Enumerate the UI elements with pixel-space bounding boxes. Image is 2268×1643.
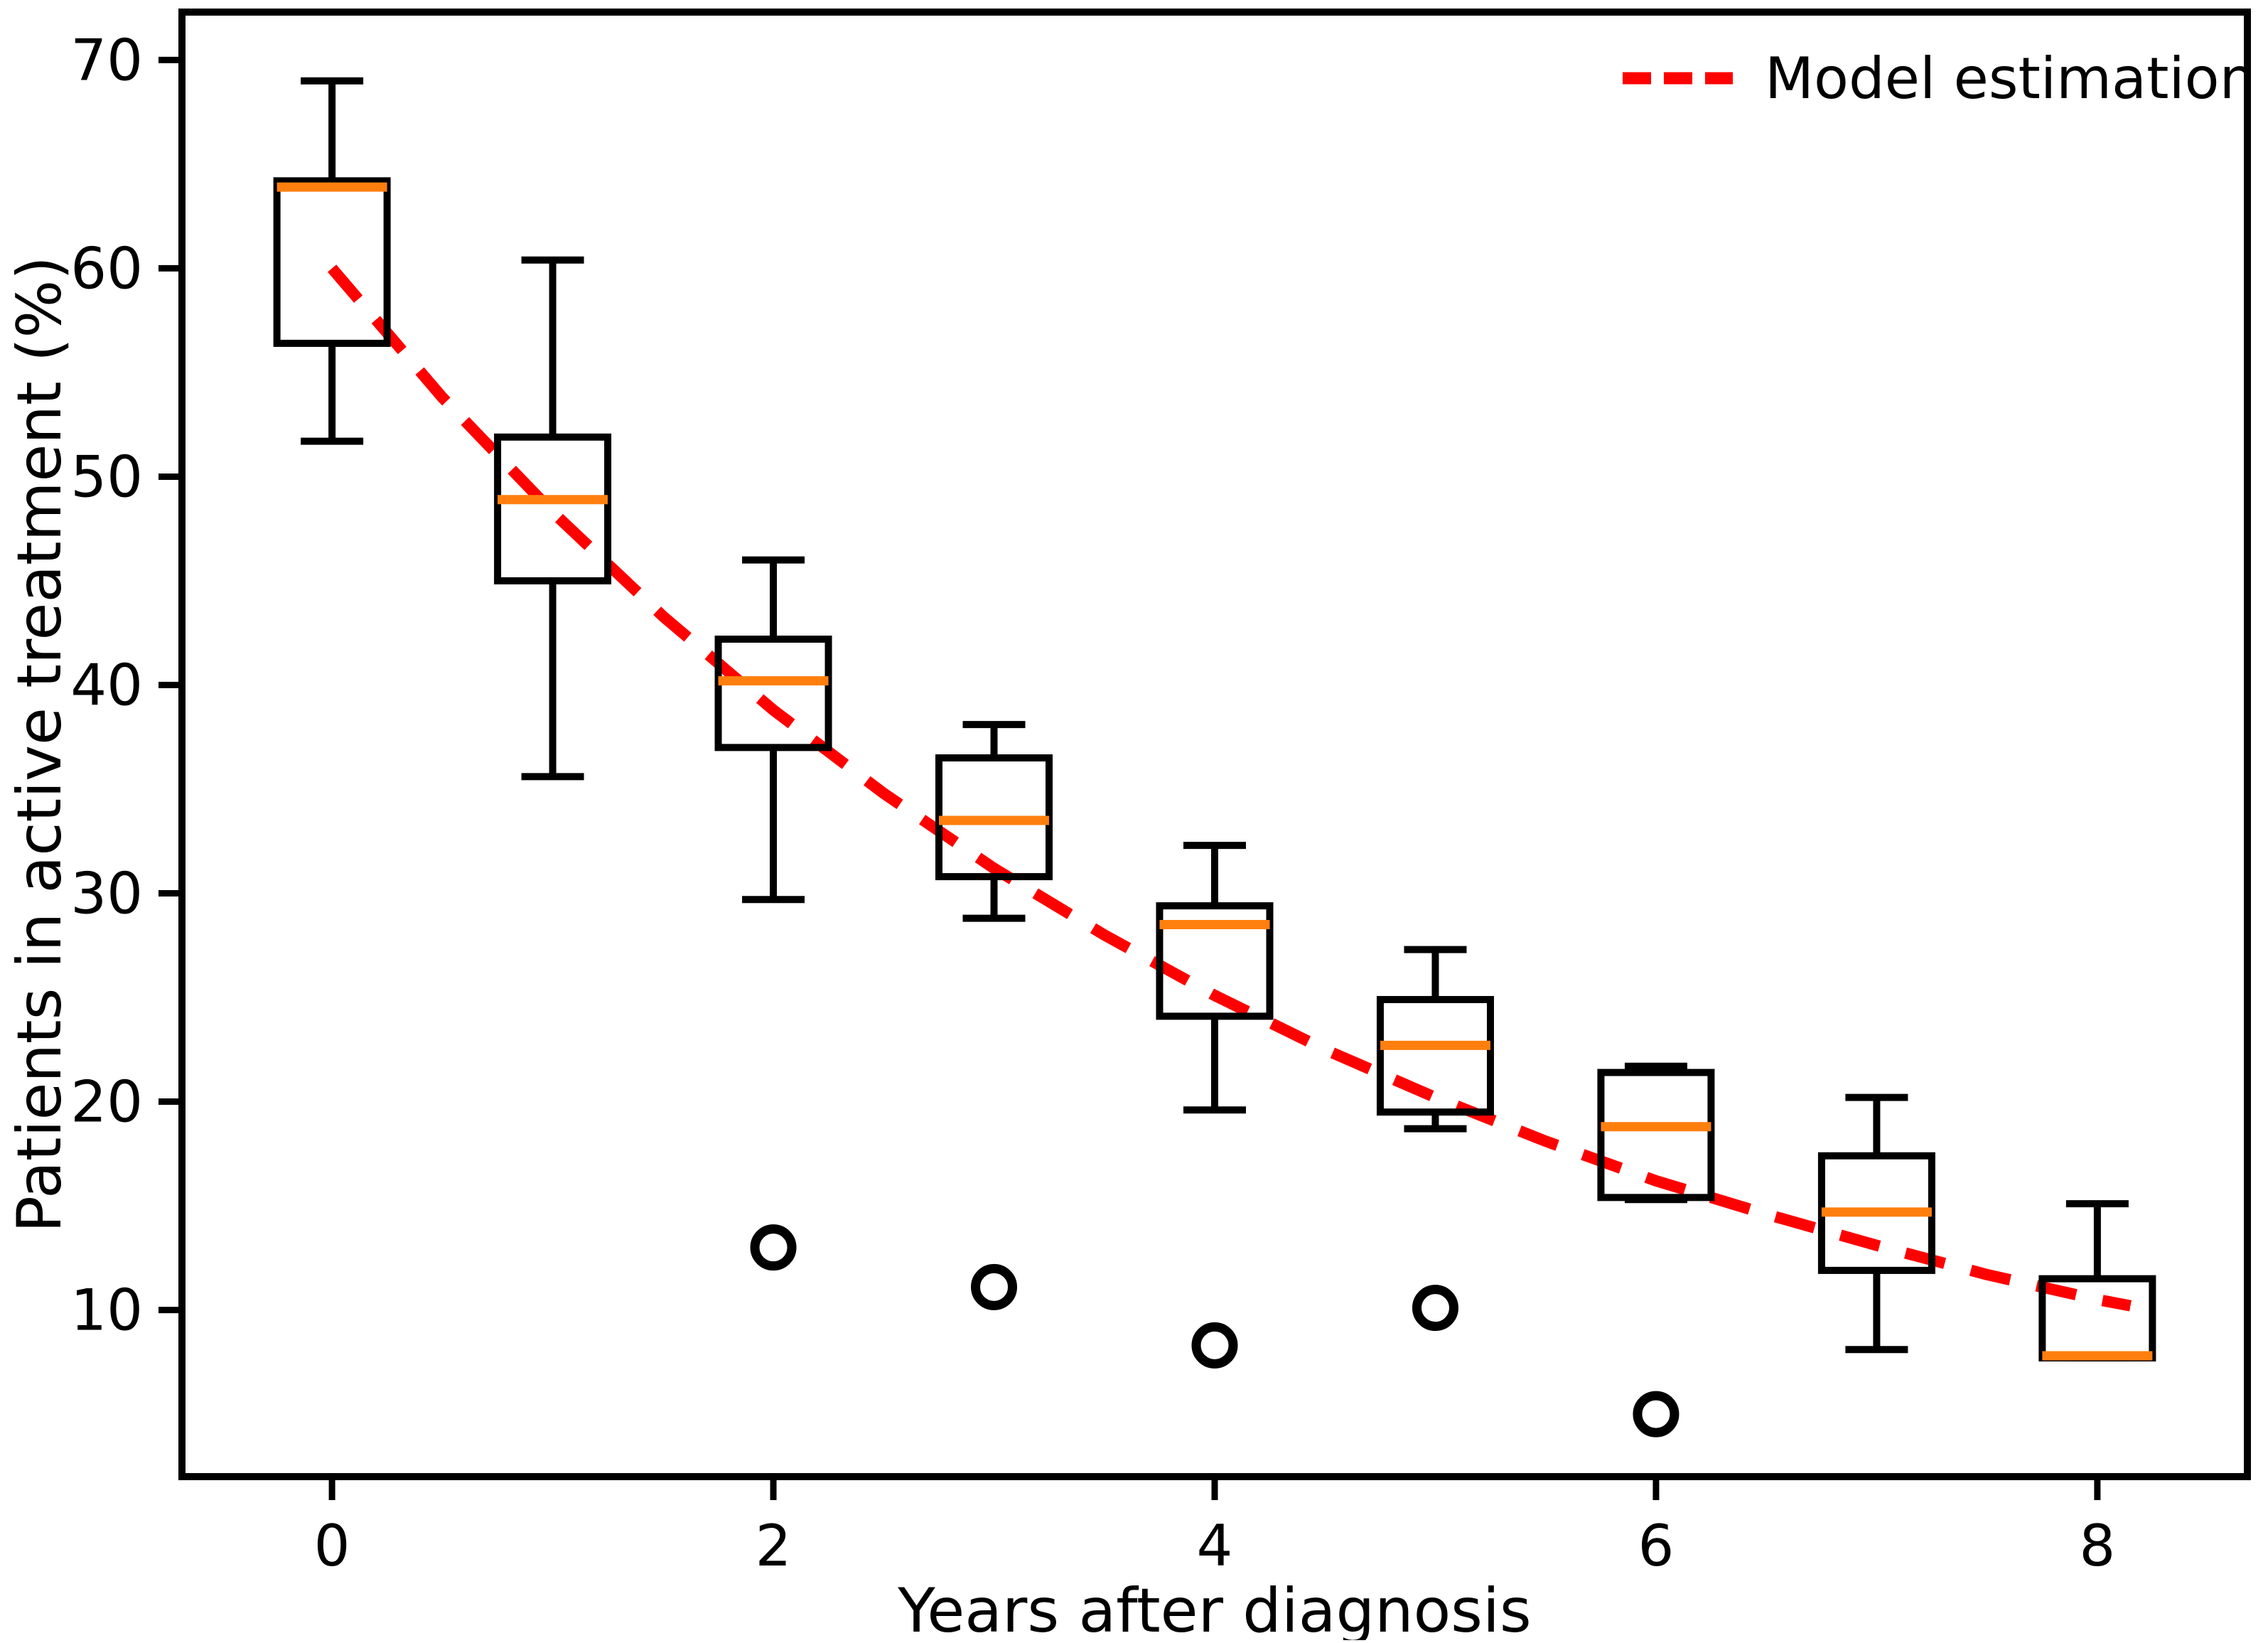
y-tick-label: 10 [70,1278,143,1344]
x-tick-label: 6 [1638,1513,1674,1579]
boxplot-series [273,77,2156,1438]
outlier-point [1633,1391,1679,1438]
outlier-point [1191,1322,1238,1369]
x-tick-label: 4 [1197,1513,1233,1579]
legend-label: Model estimation [1765,46,2255,112]
iqr-box [714,636,832,751]
box-plot-year-5 [1376,946,1494,1332]
iqr-box [1597,1069,1715,1202]
box-plot-year-6 [1597,1062,1715,1438]
x-axis-label: Years after diagnosis [897,1575,1531,1640]
x-axis-ticks: 0 2 4 6 8 [314,1477,2115,1579]
y-tick-label: 40 [70,652,143,718]
box-plot-year-8 [2038,1200,2156,1361]
box-plot-year-2 [714,556,832,1271]
y-tick-label: 60 [70,235,143,301]
y-axis-label: Patients in active treatment (%) [4,256,75,1233]
x-tick-label: 2 [756,1513,792,1579]
box-plot-year-7 [1817,1093,1935,1354]
outlier-point [1412,1285,1458,1332]
y-tick-label: 50 [70,444,143,510]
iqr-box [494,433,612,584]
model-estimation-line-group [328,264,2132,1312]
iqr-box [1376,995,1494,1116]
plot-frame [178,9,2251,1480]
y-tick-label: 20 [70,1069,143,1135]
outlier-point [971,1263,1018,1310]
y-axis-ticks: 10 20 30 40 50 60 70 [70,27,182,1344]
box-plot-year-3 [935,721,1053,1310]
x-tick-label: 8 [2079,1513,2115,1579]
iqr-box [273,177,391,347]
model-estimation-line [328,264,2132,1312]
box-plot-year-4 [1156,842,1274,1369]
outlier-point [750,1224,797,1271]
legend: Model estimation [1623,46,2255,112]
x-tick-label: 0 [314,1513,350,1579]
y-tick-label: 30 [70,861,143,927]
y-tick-label: 70 [70,27,143,93]
box-plot-year-0 [273,77,391,445]
iqr-box [1156,902,1274,1020]
box-plot-year-1 [494,256,612,781]
